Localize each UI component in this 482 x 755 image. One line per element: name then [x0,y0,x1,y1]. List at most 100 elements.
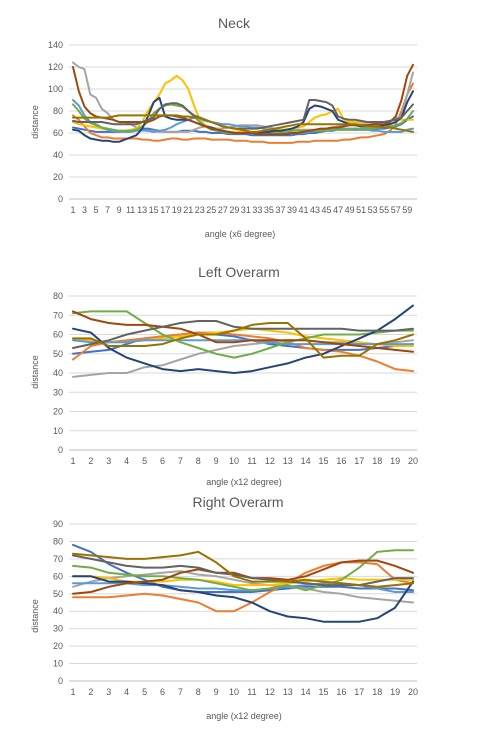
x-tick-label: 9 [214,456,219,466]
x-tick-label: 16 [336,687,346,697]
y-tick-label: 60 [53,128,63,138]
x-tick-label: 43 [310,205,320,215]
x-tick-label: 57 [391,205,401,215]
x-tick-label: 16 [336,456,346,466]
x-tick-label: 7 [105,205,110,215]
plot-area [72,304,414,378]
x-tick-label: 47 [333,205,343,215]
x-tick-label: 14 [301,687,311,697]
x-tick-label: 9 [117,205,122,215]
x-tick-label: 10 [229,687,239,697]
x-tick-label: 31 [241,205,251,215]
x-tick-label: 21 [183,205,193,215]
x-tick-label: 45 [322,205,332,215]
y-tick-label: 40 [53,606,63,616]
x-tick-label: 53 [368,205,378,215]
y-tick-label: 40 [53,150,63,160]
y-tick-label: 100 [48,84,63,94]
y-tick-label: 60 [53,571,63,581]
x-tick-label: 5 [142,687,147,697]
x-tick-label: 18 [372,687,382,697]
y-tick-label: 0 [58,194,63,204]
x-tick-label: 35 [264,205,274,215]
x-tick-label: 1 [70,687,75,697]
series-line-2 [72,561,414,613]
chart-title: Neck [218,15,251,31]
y-tick-label: 20 [53,407,63,417]
x-tick-label: 12 [265,456,275,466]
x-tick-label: 15 [319,687,329,697]
x-tick-label: 17 [160,205,170,215]
grid [69,44,417,200]
x-tick-label: 9 [214,687,219,697]
x-tick-label: 4 [124,456,129,466]
x-tick-label: 25 [206,205,216,215]
x-tick-label: 11 [247,456,256,466]
series-line-9 [72,99,414,130]
y-axis-label: distance [30,599,40,633]
series-line-6 [72,310,414,359]
y-tick-label: 80 [53,106,63,116]
x-tick-label: 41 [299,205,309,215]
x-tick-label: 1 [70,456,75,466]
y-tick-label: 20 [53,641,63,651]
x-tick-label: 5 [94,205,99,215]
series-line-7 [72,304,414,374]
y-tick-label: 0 [58,676,63,686]
x-tick-label: 39 [287,205,297,215]
y-tick-label: 140 [48,40,63,50]
x-tick-label: 49 [345,205,355,215]
x-tick-label: 18 [372,456,382,466]
x-tick-label: 19 [390,687,400,697]
y-tick-label: 30 [53,624,63,634]
x-tick-label: 11 [126,205,135,215]
x-tick-label: 15 [149,205,159,215]
x-tick-label: 19 [172,205,182,215]
series-line-7 [72,575,414,623]
x-tick-label: 15 [319,456,329,466]
grid [69,523,417,682]
x-tick-label: 3 [106,687,111,697]
x-tick-label: 17 [354,456,364,466]
y-tick-label: 10 [53,659,63,669]
series-line-3 [72,570,414,604]
chart-title: Right Overarm [192,494,283,510]
x-tick-label: 59 [402,205,412,215]
y-tick-label: 0 [58,445,63,455]
series-line-1 [72,331,414,355]
x-tick-label: 20 [408,456,418,466]
series-line-6 [72,549,414,592]
x-tick-label: 2 [88,687,93,697]
series-line-10 [72,114,414,133]
x-tick-label: 37 [275,205,285,215]
x-tick-label: 27 [218,205,228,215]
x-tick-label: 13 [137,205,147,215]
plot-area [72,543,414,623]
x-tick-label: 14 [301,456,311,466]
x-tick-label: 12 [265,687,275,697]
series-line-8 [72,310,414,353]
x-tick-label: 13 [283,456,293,466]
x-tick-label: 19 [390,456,400,466]
x-tick-label: 8 [196,456,201,466]
y-tick-label: 60 [53,330,63,340]
y-tick-label: 70 [53,310,63,320]
x-tick-label: 51 [356,205,366,215]
plot-area [72,61,414,144]
x-tick-label: 4 [124,687,129,697]
y-tick-label: 120 [48,62,63,72]
x-tick-label: 29 [229,205,239,215]
x-tick-label: 6 [160,687,165,697]
y-tick-label: 90 [53,519,63,529]
y-tick-label: 50 [53,349,63,359]
x-tick-label: 33 [252,205,262,215]
y-tick-label: 30 [53,387,63,397]
x-axis-label: angle (x12 degree) [206,477,282,487]
